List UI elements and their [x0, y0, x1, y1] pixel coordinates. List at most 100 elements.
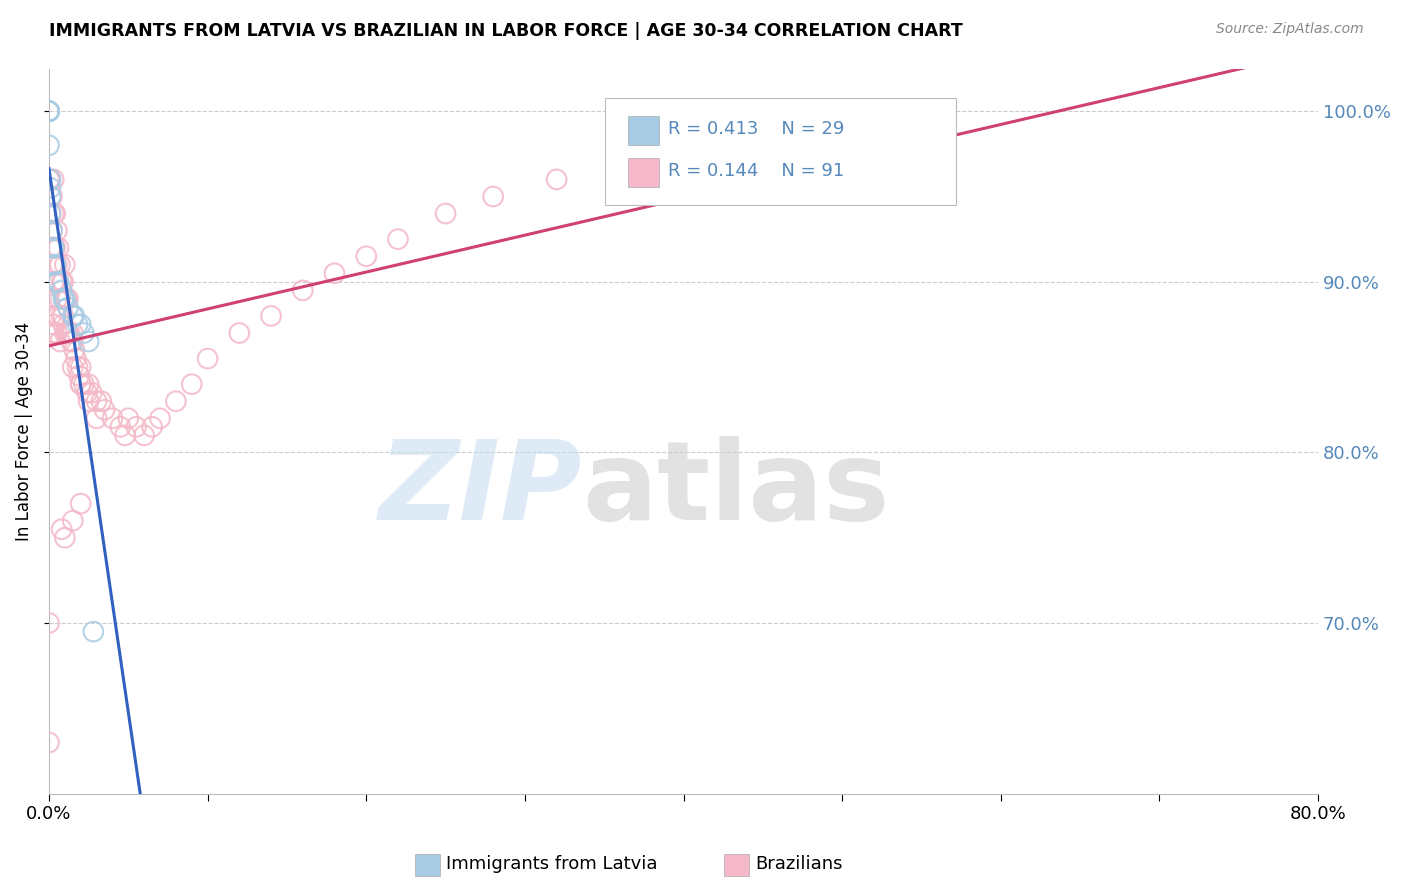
Point [76, 385, 98, 400]
Point [51, 309, 73, 323]
Point [41, 224, 63, 238]
Point [141, 420, 163, 434]
Point [42, 275, 65, 289]
Point [49, 334, 72, 349]
Point [69, 318, 91, 332]
Point [117, 411, 139, 425]
Point [39, 206, 62, 220]
Point [180, 377, 202, 392]
Point [48, 275, 70, 289]
Text: R = 0.413    N = 29: R = 0.413 N = 29 [668, 120, 844, 138]
Point [73, 326, 96, 340]
Point [69, 360, 91, 375]
Point [86, 411, 108, 425]
Point [38, 735, 60, 749]
Point [125, 420, 148, 434]
Point [51, 275, 73, 289]
Point [39, 172, 62, 186]
Point [63, 309, 86, 323]
Point [387, 232, 409, 246]
Point [38, 104, 60, 119]
Point [77, 377, 100, 392]
Point [60, 334, 83, 349]
Point [52, 292, 75, 306]
Point [53, 258, 76, 272]
Point [80, 385, 103, 400]
Point [69, 497, 91, 511]
Text: IMMIGRANTS FROM LATVIA VS BRAZILIAN IN LABOR FORCE | AGE 30-34 CORRELATION CHART: IMMIGRANTS FROM LATVIA VS BRAZILIAN IN L… [49, 22, 963, 40]
Point [42, 172, 65, 186]
Point [291, 283, 314, 297]
Point [42, 241, 65, 255]
Point [356, 249, 378, 263]
Point [39, 206, 62, 220]
Point [41, 326, 63, 340]
Point [38, 138, 60, 153]
Point [42, 258, 65, 272]
Point [39, 241, 62, 255]
Point [45, 275, 67, 289]
Point [56, 326, 79, 340]
Point [62, 309, 84, 323]
Point [482, 189, 505, 203]
Point [48, 241, 70, 255]
Point [62, 360, 84, 375]
Point [114, 428, 136, 442]
Point [77, 394, 100, 409]
Point [53, 531, 76, 545]
Point [49, 292, 72, 306]
Point [546, 172, 568, 186]
Point [39, 309, 62, 323]
Point [260, 309, 283, 323]
Point [69, 377, 91, 392]
Point [228, 326, 250, 340]
Point [82, 624, 104, 639]
Point [67, 368, 90, 383]
Point [38, 104, 60, 119]
Point [55, 326, 77, 340]
Point [39, 181, 62, 195]
Point [42, 241, 65, 255]
Text: atlas: atlas [582, 435, 890, 542]
Point [38, 615, 60, 630]
Point [49, 258, 72, 272]
Point [48, 275, 70, 289]
Text: ZIP: ZIP [378, 435, 582, 542]
Point [41, 189, 63, 203]
Point [39, 189, 62, 203]
Point [165, 394, 187, 409]
Point [44, 241, 66, 255]
Point [73, 377, 96, 392]
Point [66, 318, 89, 332]
Point [53, 292, 76, 306]
Point [56, 292, 79, 306]
Point [41, 241, 63, 255]
Point [42, 206, 65, 220]
Point [48, 309, 70, 323]
Point [44, 275, 66, 289]
Point [44, 258, 66, 272]
Point [149, 411, 172, 425]
Point [434, 206, 457, 220]
Point [38, 104, 60, 119]
Y-axis label: In Labor Force | Age 30-34: In Labor Force | Age 30-34 [15, 321, 32, 541]
Point [41, 258, 63, 272]
Point [38, 172, 60, 186]
Point [63, 343, 86, 357]
Point [101, 411, 124, 425]
Point [45, 292, 67, 306]
Point [38, 104, 60, 119]
Point [44, 309, 66, 323]
Point [62, 514, 84, 528]
Point [38, 104, 60, 119]
Point [66, 360, 89, 375]
Point [52, 275, 75, 289]
Text: Source: ZipAtlas.com: Source: ZipAtlas.com [1216, 22, 1364, 37]
Point [93, 402, 115, 417]
Point [52, 309, 75, 323]
Point [90, 394, 112, 409]
Point [42, 318, 65, 332]
Point [56, 301, 79, 315]
Point [77, 334, 100, 349]
Point [52, 318, 75, 332]
